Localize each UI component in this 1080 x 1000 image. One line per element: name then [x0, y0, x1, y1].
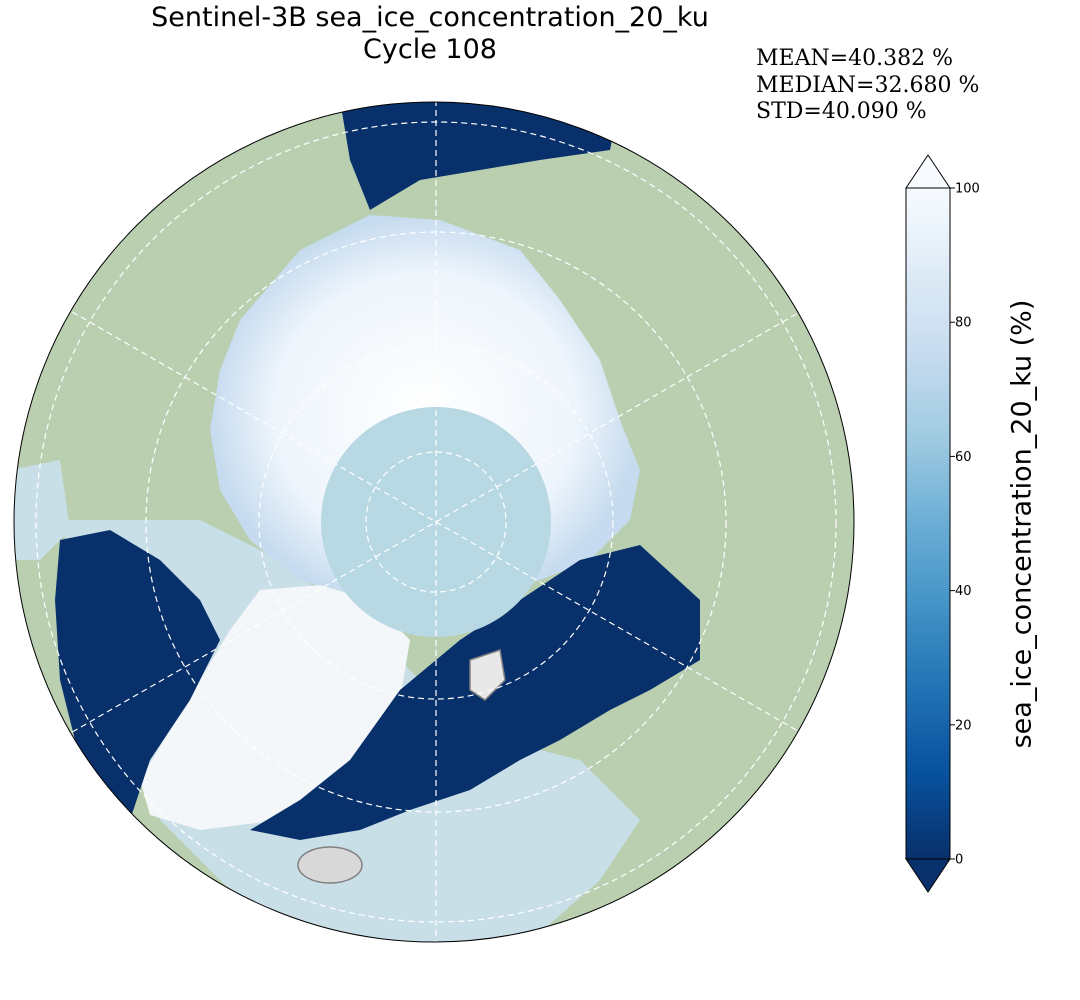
stat-median: MEDIAN=32.680 %: [756, 72, 980, 98]
iceland: [297, 846, 363, 884]
colorbar-ticks: 0 20 40 60 80 100: [950, 182, 980, 868]
map-boundary: [13, 101, 855, 943]
title-line-2: Cycle 108: [363, 34, 497, 65]
stat-std: STD=40.090 %: [756, 99, 927, 124]
colorbar-tick-label: 0: [955, 853, 963, 868]
colorbar-tick-label: 60: [955, 450, 972, 465]
colorbar-tick-label: 20: [955, 718, 972, 733]
colorbar-label: sea_ice_concentration_20_ku (%): [1006, 299, 1038, 749]
colorbar-extend-max: [905, 154, 951, 189]
graticule: [35, 102, 837, 942]
title-line-1: Sentinel-3B sea_ice_concentration_20_ku: [151, 2, 709, 33]
map-disc: [14, 102, 854, 942]
colorbar-extend-min: [905, 858, 951, 893]
hudson-bay: [14, 460, 70, 560]
stat-mean: MEAN=40.382 %: [756, 46, 954, 71]
bering-sea-water: [340, 102, 620, 210]
statistics-box: MEAN=40.382 % MEDIAN=32.680 % STD=40.090…: [756, 46, 979, 126]
colorbar-tick-label: 80: [955, 316, 972, 331]
colorbar-gradient: [905, 187, 951, 860]
svalbard: [469, 649, 506, 701]
chart-title: Sentinel-3B sea_ice_concentration_20_ku …: [0, 2, 860, 66]
colorbar-tick-label: 40: [955, 584, 972, 599]
baffin-bay-water: [55, 530, 220, 820]
colorbar-tick-label: 100: [955, 182, 980, 197]
colorbar: 0 20 40 60 80 100: [905, 154, 980, 893]
